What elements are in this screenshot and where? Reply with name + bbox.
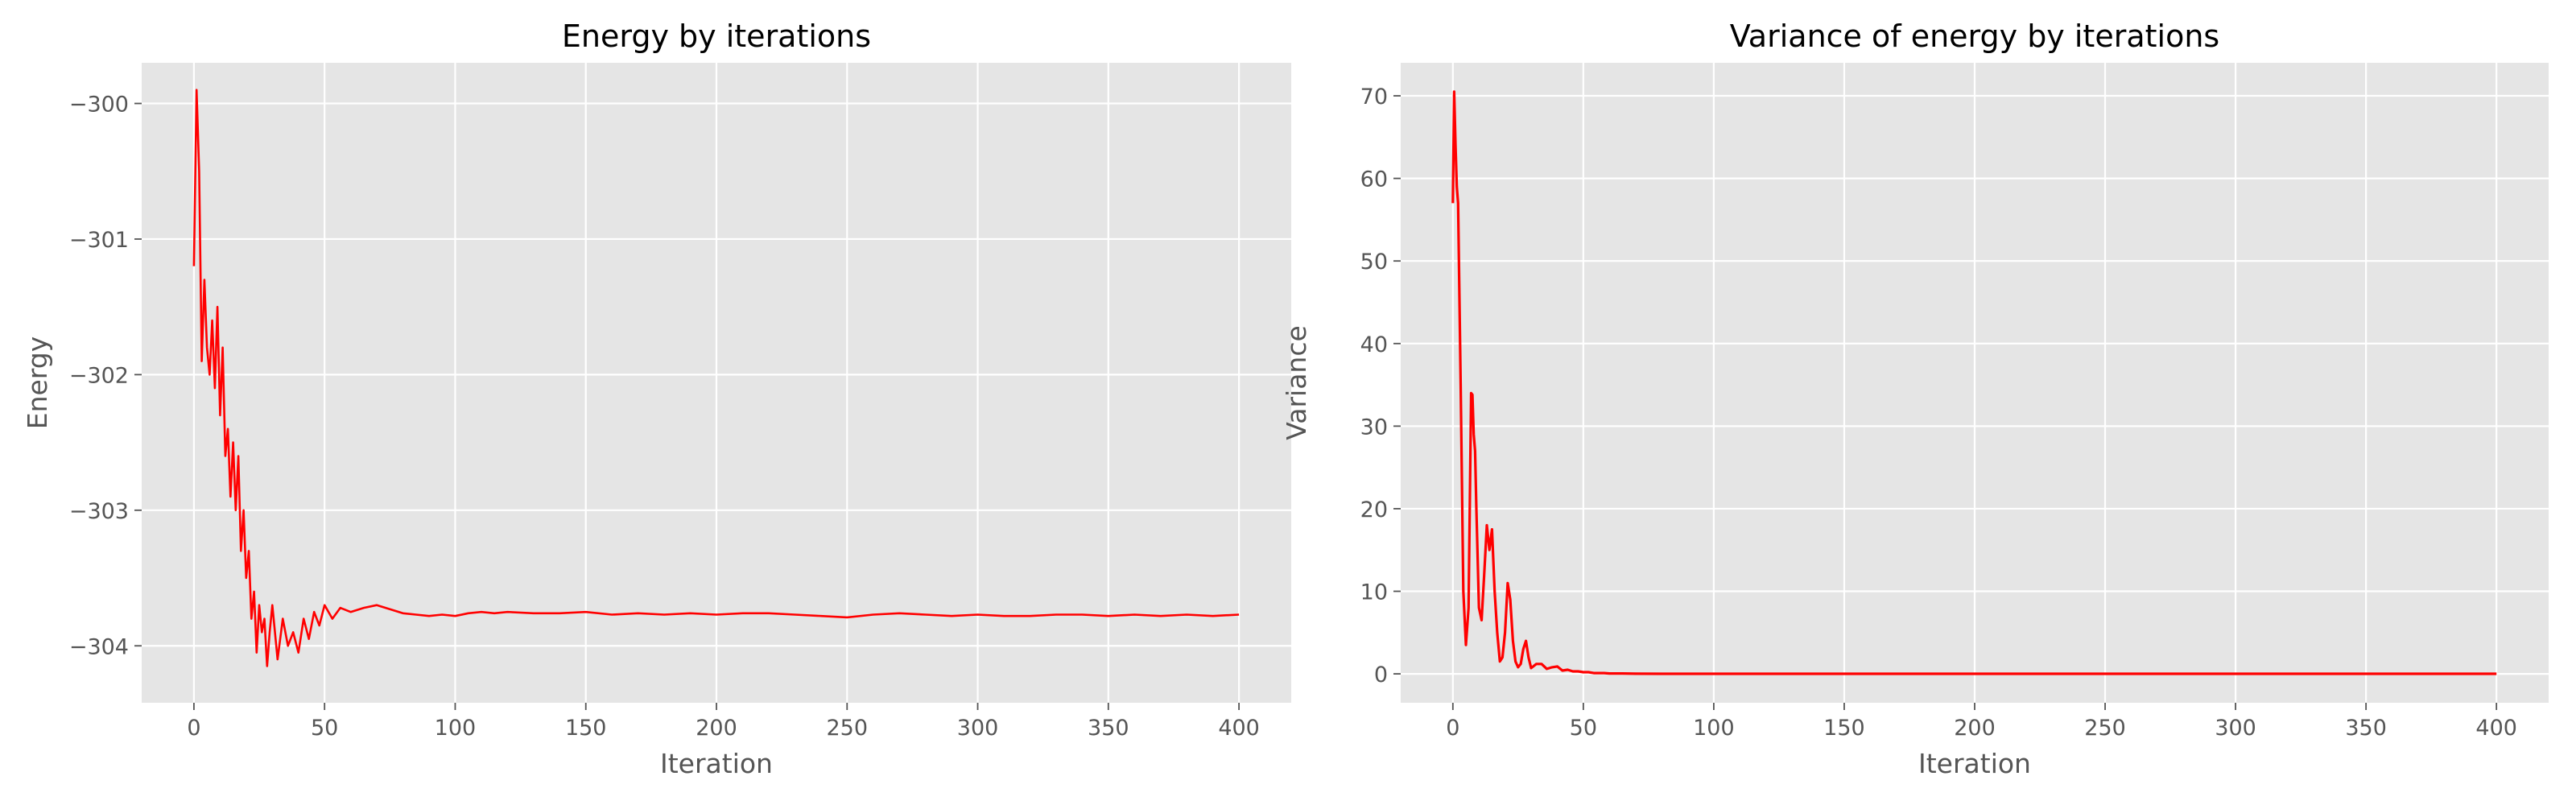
y-axis-label: Variance	[1281, 325, 1312, 440]
x-tick-label: 50	[1570, 716, 1597, 741]
y-tick-label: 50	[1360, 250, 1388, 275]
y-tick-label: −303	[69, 499, 129, 524]
y-tick-label: 60	[1360, 167, 1388, 192]
chart-title: Energy by iterations	[562, 19, 871, 54]
x-tick-label: 200	[696, 716, 737, 741]
energy-chart: 0 50 100 150 200 250 300 350 400 −304 −303 −302 −301…	[22, 19, 1291, 779]
series-line	[192, 89, 1240, 667]
series-line	[1451, 90, 2497, 675]
y-tick-label: 70	[1360, 85, 1388, 109]
x-tick-label: 250	[826, 716, 868, 741]
chart-title: Variance of energy by iterations	[1730, 19, 2219, 54]
x-tick-label: 400	[1218, 716, 1260, 741]
y-tick-label: −300	[69, 93, 129, 118]
y-tick-label: 10	[1360, 580, 1388, 605]
x-tick-label: 100	[435, 716, 477, 741]
y-tick-label: 40	[1360, 332, 1388, 357]
x-tick-label: 0	[1446, 716, 1459, 741]
y-axis-label: Energy	[22, 336, 53, 430]
y-tick-label: −304	[69, 634, 129, 659]
x-axis-label: Iteration	[660, 748, 773, 779]
y-tick-label: 20	[1360, 497, 1388, 522]
x-tick-label: 350	[1088, 716, 1129, 741]
x-tick-label: 0	[187, 716, 200, 741]
x-tick-label: 200	[1954, 716, 1996, 741]
x-tick-label: 250	[2084, 716, 2126, 741]
x-tick-label: 50	[311, 716, 338, 741]
x-tick-label: 350	[2345, 716, 2387, 741]
y-tick-label: 0	[1374, 663, 1388, 687]
x-tick-label: 300	[2215, 716, 2256, 741]
x-tick-label: 150	[565, 716, 607, 741]
x-tick-label: 300	[957, 716, 999, 741]
x-tick-label: 150	[1823, 716, 1865, 741]
y-tick-label: 30	[1360, 415, 1388, 440]
x-tick-label: 400	[2475, 716, 2517, 741]
x-axis-label: Iteration	[1918, 748, 2031, 779]
variance-chart: 0 50 100 150 200 250 300 350 400 0 10 20 30 40 50 60 70 V…	[1281, 19, 2549, 779]
x-tick-label: 100	[1693, 716, 1735, 741]
y-tick-label: −301	[69, 228, 129, 253]
y-tick-label: −302	[69, 363, 129, 388]
